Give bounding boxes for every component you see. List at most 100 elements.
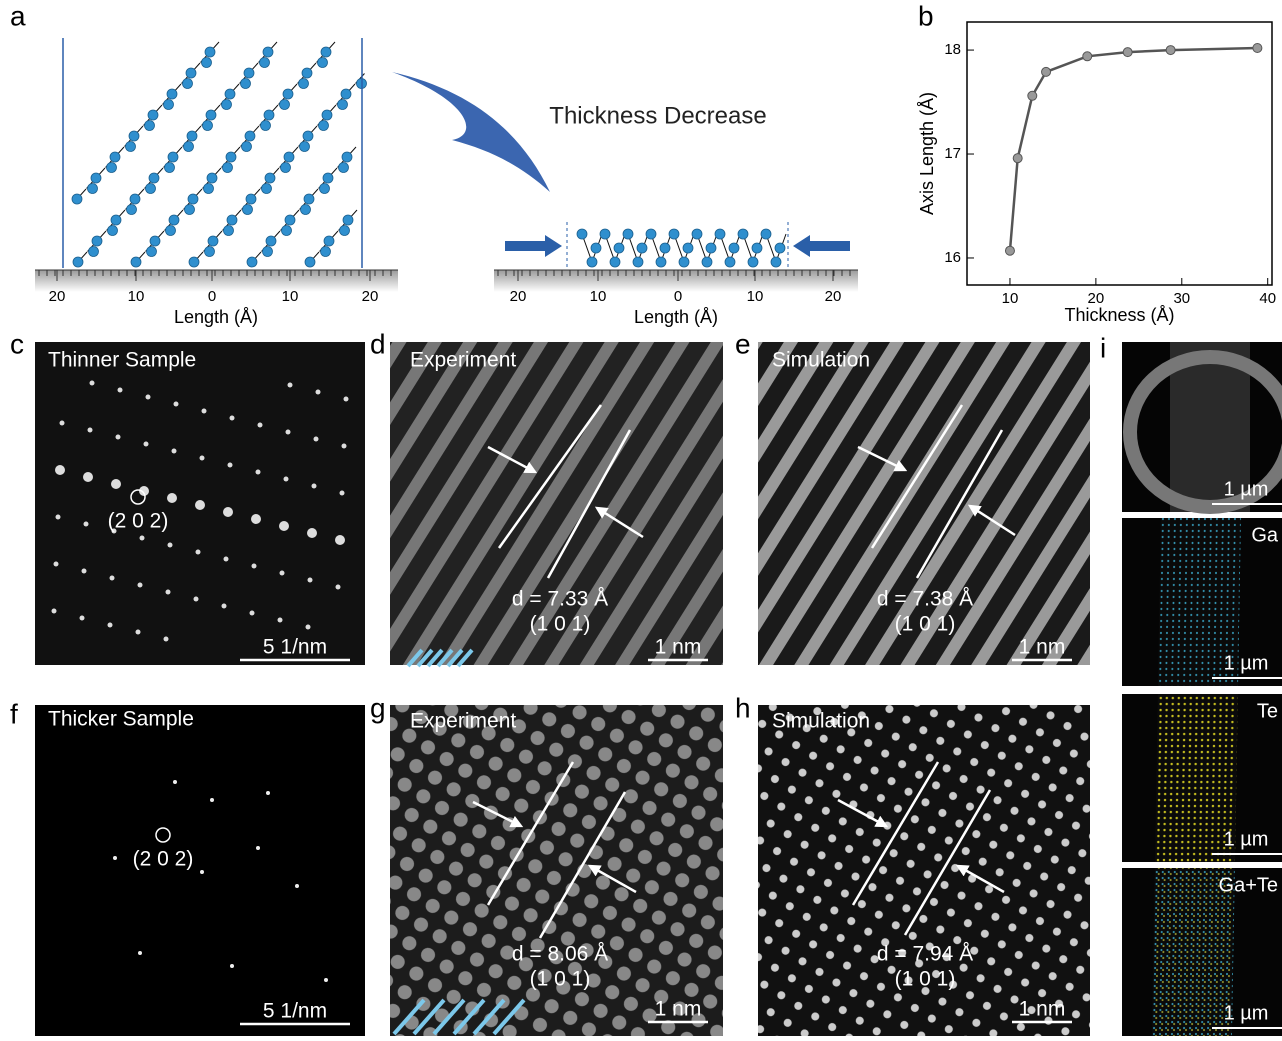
- atom: [166, 226, 176, 236]
- atom: [302, 68, 312, 78]
- panel-label: d: [370, 328, 386, 359]
- atom: [147, 247, 157, 257]
- spot: [278, 618, 283, 623]
- atom: [245, 131, 255, 141]
- annotation: Thickness Decrease: [549, 102, 766, 129]
- spot: [342, 444, 347, 449]
- spot: [138, 951, 142, 955]
- spot: [223, 507, 233, 517]
- spot-label: (2 0 2): [133, 848, 194, 871]
- atom: [305, 257, 315, 267]
- spot: [84, 522, 89, 527]
- panel-label: i: [1100, 332, 1106, 363]
- spot-label: (2 0 2): [108, 510, 169, 533]
- panel-label: h: [735, 692, 751, 723]
- atom: [679, 257, 689, 267]
- map-title: Ga: [1251, 524, 1279, 546]
- panel-title: Experiment: [410, 710, 516, 733]
- data-point: [1013, 154, 1022, 163]
- atom: [264, 110, 274, 120]
- atom: [748, 257, 758, 267]
- data-point: [1042, 67, 1051, 76]
- scale-bar-label: 1 µm: [1224, 1002, 1269, 1024]
- atom: [284, 152, 294, 162]
- map-title: Ga+Te: [1219, 874, 1278, 896]
- atom: [126, 142, 136, 152]
- spot: [336, 585, 341, 590]
- atom: [610, 257, 620, 267]
- plane-index: (1 0 1): [895, 968, 956, 991]
- atom: [738, 229, 748, 239]
- atom: [202, 58, 212, 68]
- atom: [130, 194, 140, 204]
- atom: [165, 163, 175, 173]
- atom: [244, 68, 254, 78]
- atom: [208, 236, 218, 246]
- atom: [283, 89, 293, 99]
- d-spacing: d = 7.94 Å: [877, 943, 973, 966]
- spot: [230, 416, 235, 421]
- tick-label: 10: [128, 288, 145, 305]
- atom: [225, 89, 235, 99]
- panel-title: Experiment: [410, 349, 516, 372]
- spot: [83, 472, 93, 482]
- spot: [312, 484, 317, 489]
- atom: [186, 68, 196, 78]
- ruler: [35, 270, 398, 292]
- tick-label: 0: [674, 288, 682, 305]
- spot: [82, 569, 87, 574]
- atom: [131, 257, 141, 267]
- spot: [228, 463, 233, 468]
- spot: [55, 465, 65, 475]
- scale-bar-label: 1 nm: [1019, 998, 1066, 1021]
- atom: [646, 229, 656, 239]
- spot: [113, 856, 117, 860]
- panel-label: b: [918, 0, 934, 31]
- spot: [256, 470, 261, 475]
- axis-label: Length (Å): [634, 307, 718, 327]
- atom: [729, 243, 739, 253]
- atom: [127, 205, 137, 215]
- scale-bar-label: 1 µm: [1224, 652, 1269, 674]
- atom: [246, 194, 256, 204]
- line-chart: b10203040161718Thickness (Å)Axis Length …: [917, 0, 1276, 324]
- crystal-structure: [72, 42, 367, 267]
- atom: [761, 229, 771, 239]
- spot: [138, 583, 143, 588]
- panel-title: Simulation: [772, 349, 870, 372]
- atom: [692, 229, 702, 239]
- atom: [715, 229, 725, 239]
- atom: [587, 257, 597, 267]
- spot: [111, 479, 121, 489]
- spot: [288, 383, 293, 388]
- data-point: [1253, 43, 1262, 52]
- atom: [591, 243, 601, 253]
- spot: [54, 562, 59, 567]
- spot: [196, 550, 201, 555]
- atom: [321, 247, 331, 257]
- atom: [342, 152, 352, 162]
- plane-index: (1 0 1): [895, 613, 956, 636]
- spot: [173, 780, 177, 784]
- panel-label: a: [10, 0, 26, 31]
- atom: [669, 229, 679, 239]
- spot: [56, 515, 61, 520]
- arrow: [392, 72, 550, 192]
- spot: [286, 430, 291, 435]
- atom: [304, 194, 314, 204]
- atom: [189, 257, 199, 267]
- atom: [263, 247, 273, 257]
- atom: [321, 47, 331, 57]
- atom: [185, 205, 195, 215]
- atom: [203, 121, 213, 131]
- atom: [775, 243, 785, 253]
- scale-bar-label: 1 nm: [655, 636, 702, 659]
- atom: [73, 257, 83, 267]
- arrow: [505, 235, 562, 257]
- plane-index: (1 0 1): [530, 613, 591, 636]
- atom: [706, 243, 716, 253]
- atom: [184, 142, 194, 152]
- spot: [210, 798, 214, 802]
- atom: [343, 215, 353, 225]
- spot: [118, 388, 123, 393]
